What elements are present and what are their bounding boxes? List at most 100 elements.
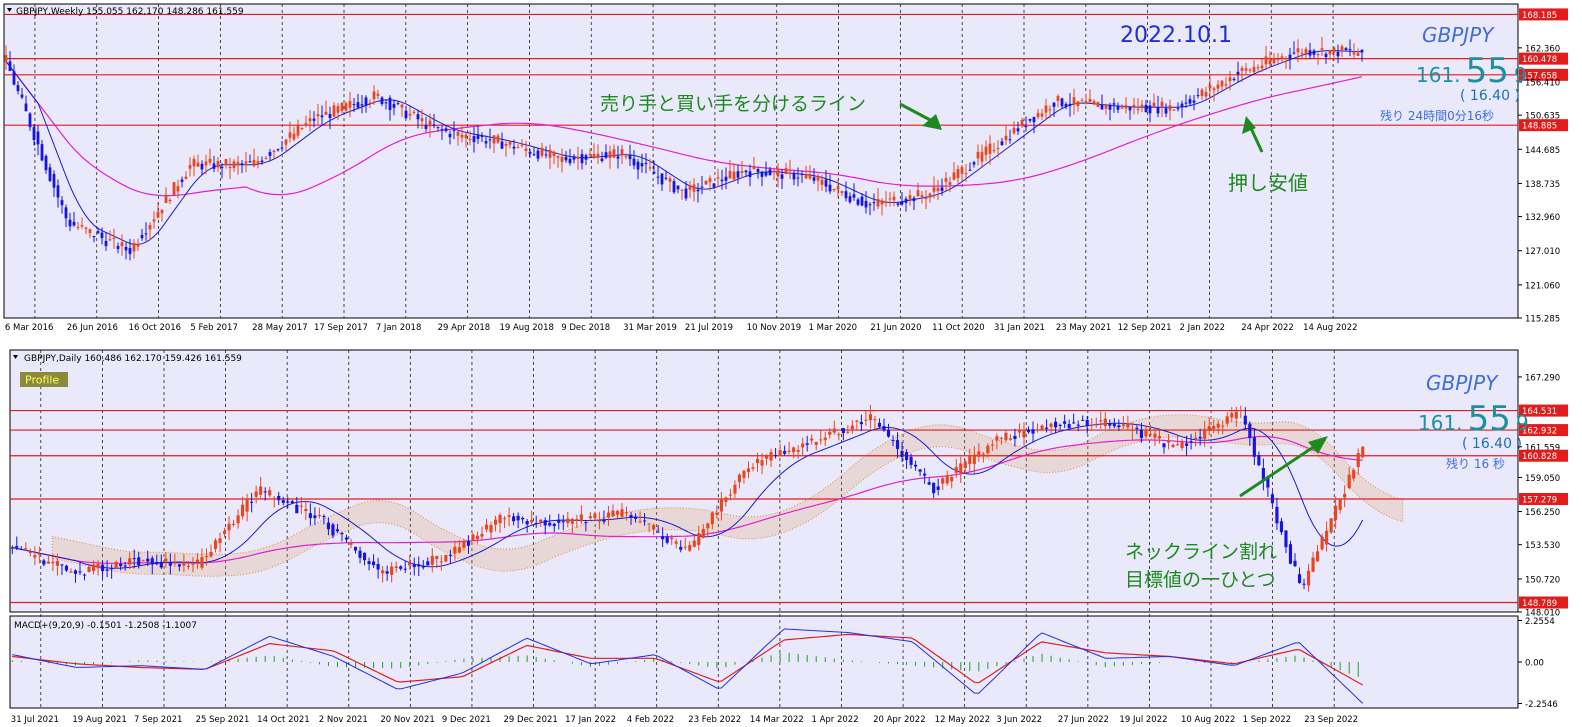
candle-body — [92, 235, 96, 238]
candle-body — [644, 162, 648, 164]
candle-body — [832, 428, 836, 433]
candle-body — [1103, 418, 1107, 427]
candle-body — [665, 536, 669, 543]
candle-body — [1288, 544, 1293, 564]
candle-body — [680, 189, 684, 191]
candle-body — [664, 177, 668, 179]
candle-body — [412, 111, 416, 113]
candle-body — [1284, 58, 1288, 60]
candle-body — [1194, 437, 1198, 439]
candle-body — [1028, 118, 1032, 121]
candle-body — [1026, 429, 1031, 433]
candle-body — [476, 134, 480, 140]
candle-body — [304, 508, 308, 512]
profile-badge[interactable] — [20, 372, 68, 387]
candle-body — [661, 536, 665, 540]
candle-body — [241, 504, 245, 517]
candle-body — [1096, 102, 1100, 107]
candle-body — [100, 232, 104, 239]
candle-body — [780, 174, 784, 179]
candle-body — [1008, 438, 1013, 440]
weekly-menu-arrow-icon[interactable] — [7, 8, 12, 12]
time-axis-label: 19 Jul 2022 — [1119, 715, 1167, 725]
time-axis-label: 14 Oct 2021 — [257, 715, 310, 725]
candle-body — [904, 452, 909, 461]
candle-body — [364, 97, 368, 106]
candle-body — [755, 458, 760, 464]
candle-body — [484, 524, 489, 530]
candle-body — [36, 131, 40, 145]
time-axis-label: 2 Nov 2021 — [319, 715, 368, 725]
daily-chart[interactable]: 167.290164.531162.932161.559160.828159.0… — [0, 346, 1568, 727]
candle-body — [880, 200, 884, 205]
daily-change: ( 16.40 ) — [1462, 436, 1522, 452]
candle-body — [959, 463, 963, 474]
candle-body — [488, 139, 492, 141]
candle-body — [792, 447, 796, 453]
candle-body — [480, 135, 484, 138]
candle-body — [534, 523, 538, 525]
candle-body — [1196, 95, 1200, 97]
price-tag-label: 160.478 — [1522, 55, 1557, 65]
candle-body — [1031, 429, 1035, 434]
profile-label: Profile — [25, 374, 59, 387]
daily-price-small: 9 — [1516, 411, 1529, 435]
candle-body — [602, 519, 606, 522]
candle-body — [448, 554, 452, 556]
candle-body — [620, 509, 624, 517]
candle-body — [706, 523, 710, 529]
candle-body — [1192, 100, 1196, 103]
candle-body — [1084, 101, 1088, 104]
candle-body — [156, 211, 160, 218]
candle-body — [796, 177, 800, 179]
candle-body — [439, 561, 443, 563]
candle-body — [710, 512, 714, 525]
price-axis-label: 156.410 — [1525, 78, 1560, 88]
candle-body — [1296, 48, 1300, 53]
candle-body — [1080, 100, 1084, 102]
candle-body — [404, 110, 408, 119]
candle-body — [1216, 423, 1220, 428]
candle-body — [403, 568, 407, 570]
daily-moving-averages — [12, 422, 1364, 569]
candle-body — [1172, 109, 1176, 111]
time-axis-label: 5 Feb 2017 — [190, 323, 238, 333]
time-axis-label: 12 Sep 2021 — [1118, 323, 1172, 333]
candle-body — [1312, 50, 1316, 55]
candle-body — [615, 510, 620, 515]
candle-body — [146, 558, 150, 562]
candle-body — [421, 565, 425, 568]
candle-body — [236, 162, 240, 166]
candle-body — [1148, 105, 1152, 114]
candle-body — [1108, 423, 1112, 426]
candle-body — [724, 176, 728, 181]
candle-body — [1104, 105, 1108, 109]
candle-body — [1302, 583, 1306, 585]
candle-body — [638, 521, 642, 523]
candle-body — [367, 561, 371, 565]
candle-body — [164, 194, 168, 203]
candle-body — [1340, 46, 1344, 51]
candle-body — [42, 560, 46, 565]
candle-body — [376, 564, 380, 570]
candle-body — [328, 113, 332, 118]
candle-body — [1248, 69, 1252, 71]
time-axis-label: 31 Mar 2019 — [623, 323, 677, 333]
candle-body — [60, 564, 64, 566]
candle-body — [884, 202, 888, 204]
candle-body — [566, 518, 570, 524]
candle-body — [728, 494, 732, 496]
candle-body — [114, 561, 118, 568]
candle-body — [936, 188, 940, 192]
candle-body — [560, 156, 564, 162]
candle-body — [372, 561, 376, 566]
candle-body — [108, 239, 112, 241]
candle-body — [616, 156, 620, 159]
candle-body — [124, 247, 128, 251]
candle-body — [952, 172, 956, 180]
price-axis-label: 156.250 — [1525, 508, 1560, 518]
daily-menu-arrow-icon[interactable] — [13, 355, 18, 359]
candle-body — [240, 163, 244, 165]
price-tag-bg — [1519, 596, 1568, 609]
